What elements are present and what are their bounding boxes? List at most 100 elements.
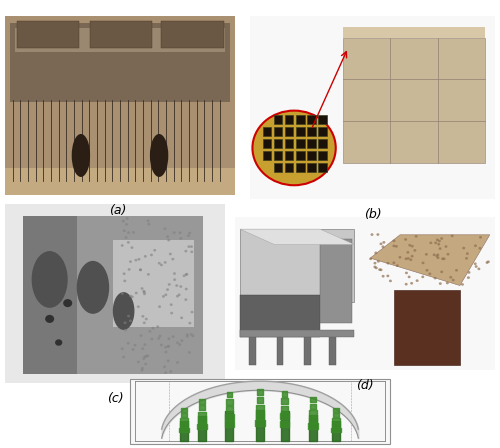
Circle shape (158, 306, 161, 308)
Circle shape (180, 237, 182, 240)
Circle shape (446, 253, 450, 255)
Circle shape (408, 276, 410, 278)
Circle shape (438, 247, 442, 250)
Bar (318, 151, 326, 160)
FancyBboxPatch shape (240, 229, 354, 302)
Circle shape (188, 322, 192, 324)
Circle shape (167, 345, 170, 348)
Circle shape (129, 295, 132, 297)
Circle shape (126, 217, 128, 220)
Bar (318, 127, 326, 136)
Circle shape (130, 246, 134, 249)
Bar (285, 139, 294, 148)
Ellipse shape (150, 134, 169, 177)
Bar (5, 204, 225, 383)
Circle shape (392, 240, 396, 242)
Circle shape (124, 329, 127, 332)
Circle shape (168, 337, 170, 340)
Circle shape (139, 268, 142, 271)
Circle shape (434, 241, 437, 244)
Circle shape (164, 346, 167, 349)
Circle shape (178, 343, 182, 346)
Circle shape (127, 241, 130, 244)
Circle shape (160, 263, 163, 266)
Circle shape (150, 338, 154, 340)
Circle shape (120, 347, 124, 350)
Circle shape (153, 249, 156, 252)
Circle shape (124, 236, 128, 239)
Text: (d): (d) (356, 379, 374, 392)
Bar (276, 334, 283, 365)
Text: (c): (c) (106, 392, 124, 405)
Bar (304, 334, 311, 365)
Circle shape (137, 361, 140, 363)
Circle shape (436, 254, 440, 256)
Circle shape (124, 280, 126, 282)
Circle shape (143, 291, 146, 293)
Circle shape (132, 348, 134, 351)
Circle shape (187, 234, 190, 237)
Bar (250, 16, 495, 199)
Circle shape (180, 285, 182, 288)
Circle shape (140, 334, 142, 337)
Circle shape (376, 233, 380, 236)
Circle shape (166, 359, 170, 362)
Bar (274, 139, 282, 148)
Circle shape (180, 316, 183, 319)
Circle shape (164, 371, 167, 374)
Circle shape (252, 111, 336, 185)
Text: (a): (a) (109, 204, 126, 217)
Circle shape (146, 354, 149, 357)
Circle shape (158, 337, 160, 340)
Circle shape (404, 258, 407, 260)
Polygon shape (240, 229, 354, 245)
Circle shape (143, 293, 146, 295)
Bar (296, 127, 304, 136)
Circle shape (152, 327, 154, 329)
Circle shape (127, 315, 130, 318)
Circle shape (436, 238, 439, 241)
Circle shape (144, 255, 147, 258)
Circle shape (386, 275, 390, 277)
Bar (274, 151, 282, 160)
Ellipse shape (76, 261, 109, 314)
Bar (343, 38, 485, 163)
Circle shape (398, 256, 402, 258)
Circle shape (408, 244, 412, 246)
Circle shape (474, 265, 478, 268)
Circle shape (380, 242, 382, 245)
Bar (274, 127, 282, 136)
Circle shape (170, 312, 173, 314)
Circle shape (129, 319, 132, 322)
Circle shape (140, 287, 143, 290)
Circle shape (468, 271, 470, 274)
Circle shape (406, 251, 410, 254)
Circle shape (455, 269, 458, 271)
Circle shape (452, 279, 454, 281)
Circle shape (137, 306, 140, 308)
Text: (b): (b) (364, 208, 382, 221)
Circle shape (188, 246, 190, 248)
Circle shape (126, 342, 130, 345)
Circle shape (169, 370, 172, 373)
Circle shape (167, 239, 170, 241)
Circle shape (164, 261, 166, 264)
Bar (263, 139, 271, 148)
Circle shape (186, 273, 188, 276)
Bar (318, 139, 326, 148)
Circle shape (184, 288, 188, 290)
Circle shape (487, 260, 490, 263)
Bar (235, 217, 495, 370)
Bar (263, 151, 271, 160)
Circle shape (170, 303, 172, 306)
Circle shape (139, 269, 142, 271)
Circle shape (176, 361, 179, 364)
Bar (162, 21, 224, 48)
Circle shape (144, 355, 146, 358)
Circle shape (467, 276, 470, 279)
Circle shape (389, 280, 392, 282)
Bar (15, 28, 225, 52)
Circle shape (134, 292, 138, 294)
Circle shape (462, 247, 465, 250)
Circle shape (439, 282, 442, 285)
